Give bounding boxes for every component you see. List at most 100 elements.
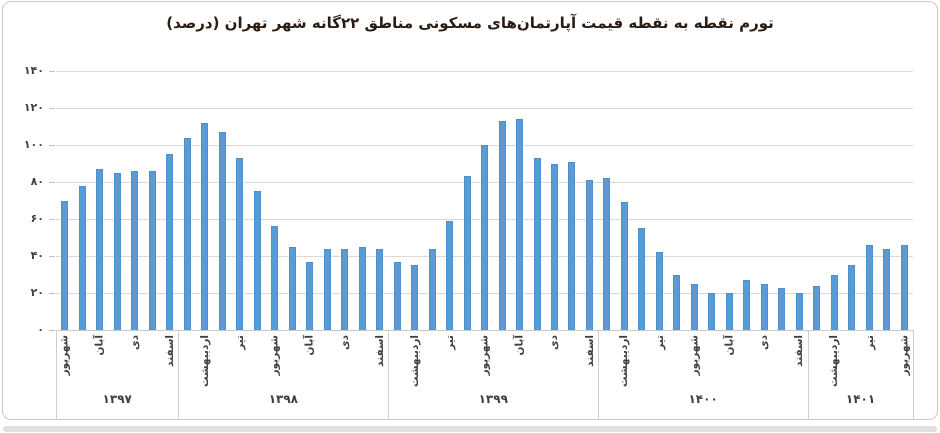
x-axis-month-label: شهریور (58, 335, 71, 376)
x-axis-month-label: اسفند (373, 335, 386, 367)
bar (638, 228, 646, 330)
year-group-separator (387, 330, 389, 420)
bar (446, 220, 453, 330)
year-label: ۱۳۹۹ (478, 392, 508, 406)
bar (218, 132, 226, 330)
y-axis-tick (49, 219, 55, 220)
bar (61, 200, 69, 330)
gridline (56, 71, 913, 72)
bar (725, 293, 733, 330)
bar (463, 176, 471, 330)
bar (778, 287, 786, 330)
year-group-separator (807, 330, 809, 420)
y-axis-tick-label: ۸۰ (30, 175, 44, 188)
x-axis-month-label: تیر (443, 335, 456, 350)
y-axis-tick (49, 71, 55, 72)
bar (428, 248, 436, 330)
bar (655, 252, 663, 330)
x-axis-month-label: آبان (303, 335, 316, 356)
x-axis-month-label: شهریور (268, 335, 281, 376)
y-axis-tick-label: ۴۰ (30, 249, 44, 262)
year-group-separator (177, 330, 179, 420)
bar (113, 172, 121, 330)
x-axis-month-label: شهریور (898, 335, 911, 376)
bar (253, 191, 261, 330)
year-group-separator (912, 330, 914, 420)
plot-area (56, 71, 913, 331)
y-axis-tick (49, 145, 55, 146)
y-axis-tick-label: ۱۲۰ (23, 101, 44, 114)
bar (690, 283, 698, 330)
horizontal-scrollbar-track[interactable] (3, 426, 937, 432)
bar (481, 145, 488, 330)
year-group-separator (597, 330, 599, 420)
bar (393, 261, 401, 330)
bar (131, 170, 139, 330)
x-axis-month-label: آبان (513, 335, 526, 356)
bar (271, 226, 279, 330)
bar (883, 248, 891, 330)
bar (166, 154, 174, 330)
bar (568, 161, 576, 330)
bar (498, 120, 506, 330)
year-group-separator (55, 330, 57, 420)
bar (830, 274, 838, 330)
y-axis-tick-label: ۲۰ (30, 286, 44, 299)
y-axis-tick (49, 256, 55, 257)
bar (585, 180, 593, 330)
x-axis-month-label: اسفند (583, 335, 596, 367)
bar (620, 202, 628, 330)
bar (708, 293, 716, 330)
bar (306, 261, 314, 330)
x-axis-month-label: دی (338, 335, 351, 351)
gridline (56, 330, 913, 331)
x-axis-month-label: اردیبهشت (828, 335, 841, 387)
bar (78, 185, 86, 330)
bar (743, 280, 751, 330)
y-axis-tick-label: ۱۴۰ (23, 64, 44, 77)
chart-frame: تورم نقطه به نقطه قیمت آپارتمان‌های مسکو… (2, 1, 938, 420)
bar (551, 163, 558, 330)
x-axis-month-label: اردیبهشت (408, 335, 421, 387)
y-axis-tick-label: ۰ (37, 323, 44, 336)
bar (900, 244, 908, 330)
x-axis-month-label: آبان (723, 335, 736, 356)
bar (813, 285, 821, 330)
bar (288, 246, 296, 330)
x-axis: شهریور آبان دی اسفند اردیبهشت تیر شهریور آبان دی… (55, 330, 914, 420)
chart-title: تورم نقطه به نقطه قیمت آپارتمان‌های مسکو… (166, 14, 774, 32)
year-label: ۱۴۰۰ (688, 392, 718, 406)
x-axis-month-label: شهریور (478, 335, 491, 376)
bar (411, 265, 418, 330)
bar (795, 293, 803, 330)
gridline (56, 108, 913, 109)
y-axis-tick-label: ۶۰ (30, 212, 44, 225)
bar (376, 248, 384, 330)
x-axis-month-label: دی (548, 335, 561, 351)
x-axis-month-label: تیر (653, 335, 666, 350)
x-axis-month-label: تیر (863, 335, 876, 350)
bar (201, 122, 209, 330)
bar (533, 158, 541, 330)
bar (148, 170, 156, 330)
x-axis-month-label: دی (758, 335, 771, 351)
y-axis-tick (49, 108, 55, 109)
year-label: ۱۴۰۱ (845, 392, 876, 406)
y-axis-tick (49, 293, 55, 294)
x-axis-month-label: اسفند (163, 335, 176, 367)
x-axis-month-label: تیر (233, 335, 246, 350)
bar (673, 274, 681, 330)
x-axis-month-label: اردیبهشت (198, 335, 211, 387)
x-axis-month-label: دی (128, 335, 141, 351)
y-axis: ۰ ۲۰ ۴۰ ۶۰ ۸۰ ۱۰۰ ۱۲۰ ۱۴۰ (3, 64, 56, 336)
x-axis-month-label: شهریور (688, 335, 701, 376)
x-axis-month-label: اسفند (793, 335, 806, 367)
bar (183, 137, 191, 330)
y-axis-tick-label: ۱۰۰ (23, 138, 44, 151)
x-axis-month-label: آبان (93, 335, 106, 356)
bar (865, 244, 873, 330)
bar (760, 283, 768, 330)
y-axis-tick (49, 182, 55, 183)
bar (603, 178, 611, 330)
